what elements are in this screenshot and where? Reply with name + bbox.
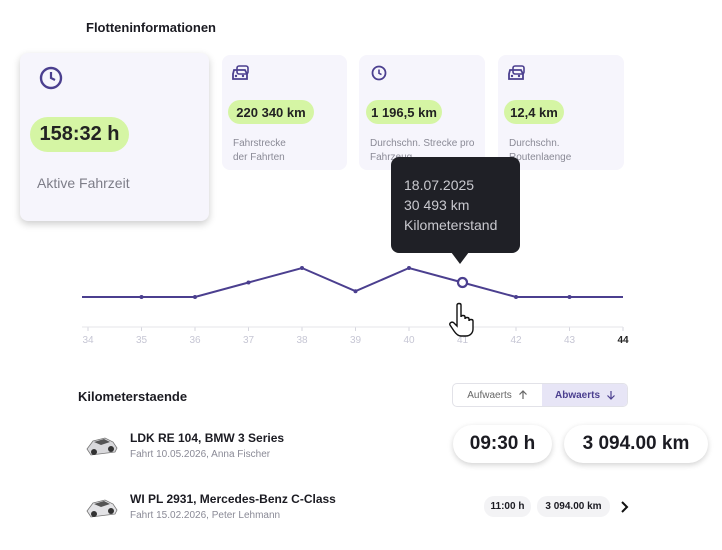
stat-value: 220 340 km [228,100,314,124]
clock-icon [371,65,387,81]
tooltip-arrow [451,252,469,264]
stat-label: Durchschn. [509,138,560,149]
sort-label: Abwaerts [554,389,600,401]
sort-asc[interactable]: Aufwaerts [453,384,542,406]
stat-value: 158:32 h [30,117,129,152]
x-tick-label: 43 [564,335,576,346]
tooltip: 18.07.2025 30 493 km Kilometerstand [391,157,520,253]
chevron[interactable] [620,500,630,514]
stat-value: 12,4 km [504,100,564,124]
row-title: WI PL 2931, Mercedes-Benz C-Class [130,492,336,506]
distance: 3 094.00 km [564,425,708,463]
stat-card: 220 340 km Fahrstrecke der Fahrten [222,55,347,170]
stat-label: Fahrzeug [370,152,413,163]
line [82,266,623,298]
car-image [86,499,118,518]
duration: 11:00 h [484,496,531,517]
tooltip-date: 18.07.2025 [404,177,475,193]
x-tick-label: 39 [350,335,362,346]
stat-label: Durchschn. Strecke pro [370,138,475,149]
point [193,295,197,299]
point [407,266,411,270]
section-title: Kilometerstaende [78,389,188,404]
x-tick-label: 44 [617,335,629,346]
stat-card: 158:32 h Aktive Fahrzeit [20,53,209,221]
stat-label: der Fahrten [233,152,285,163]
point [139,295,144,299]
point [514,295,518,299]
x-tick-label: 35 [136,335,148,346]
tooltip-value: 30 493 km [404,197,470,213]
x-tick-label: 36 [189,335,201,346]
duration: 09:30 h [453,425,552,463]
x-tick-label: 42 [510,335,522,346]
car-icon [508,65,525,80]
x-tick-label: 40 [403,335,415,346]
sort-toggle: Aufwaerts Abwaerts [452,383,628,407]
stat-label: Routenlaenge [509,152,572,163]
tooltip-label: Kilometerstand [404,217,498,233]
point [353,289,358,294]
sort-desc[interactable]: Abwaerts [542,384,627,406]
arrow-up [518,390,527,399]
row-subtitle: Fahrt 10.05.2026, Anna Fischer [130,449,271,460]
sort-label: Aufwaerts [467,389,512,401]
highlight-point [456,276,469,289]
arrow-down [607,391,615,400]
clock-icon [39,66,63,90]
point [246,280,251,285]
x-tick-label: 38 [296,335,308,346]
section-title: Flotteninformationen [86,20,216,35]
cursor [449,302,474,337]
car-icon [232,65,249,80]
stat-label: Aktive Fahrzeit [37,175,130,191]
car-image [86,437,118,456]
distance: 3 094.00 km [537,496,610,517]
x-tick-label: 41 [457,335,469,346]
point [300,266,304,270]
row-title: LDK RE 104, BMW 3 Series [130,431,285,445]
stat-card: 12,4 km Durchschn. Routenlaenge [498,55,624,170]
x-tick-label: 34 [82,335,94,346]
row-subtitle: Fahrt 15.02.2026, Peter Lehmann [130,510,281,521]
point [567,295,572,299]
stat-card: 1 196,5 km Durchschn. Strecke pro Fahrze… [359,55,485,170]
x-tick-label: 37 [243,335,255,346]
stat-label: Fahrstrecke [233,138,286,149]
stat-value: 1 196,5 km [366,100,442,124]
chart: 44 43 42 41 40 39 38 37 36 35 34 [82,252,629,346]
